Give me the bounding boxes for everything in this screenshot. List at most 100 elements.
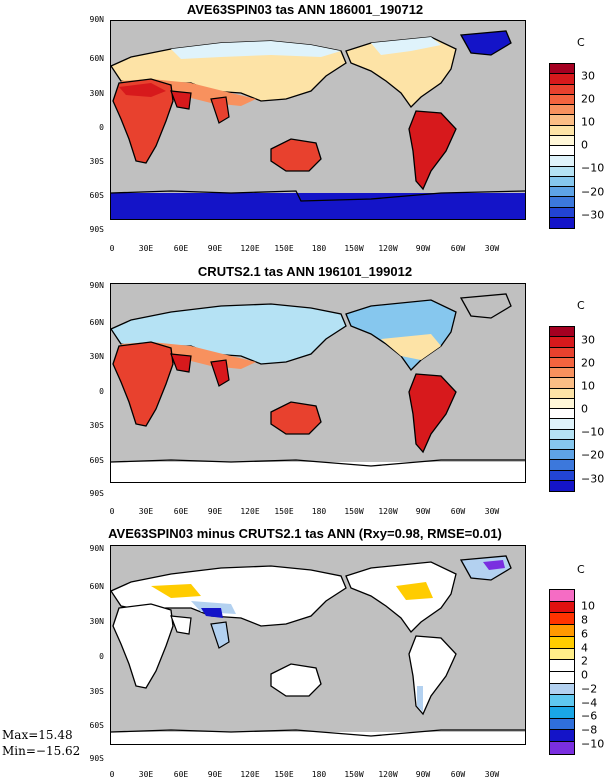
- colorbar-swatch: [550, 398, 574, 409]
- lon-label: 180: [311, 244, 327, 253]
- lon-label: 90E: [207, 770, 223, 779]
- colorbar-label: 10: [581, 379, 595, 393]
- lon-label: 30W: [484, 244, 500, 253]
- colorbar-swatch: [550, 347, 574, 358]
- colorbar-label: 4: [581, 641, 588, 655]
- lon-label: 180: [311, 507, 327, 516]
- lon-label: 60W: [450, 244, 466, 253]
- colorbar-label: −8: [581, 723, 598, 737]
- colorbar-swatch: [550, 470, 574, 481]
- colorbar-swatch: [550, 660, 574, 672]
- lon-label: 90W: [415, 770, 431, 779]
- colorbar-swatch: [550, 648, 574, 661]
- colorbar-swatch: [550, 718, 574, 731]
- lat-label: 60N: [89, 318, 104, 327]
- lat-label: 30N: [89, 617, 104, 626]
- panel-2-map: [110, 283, 526, 483]
- lat-label: 60S: [89, 721, 104, 730]
- panel-2-map-graphic: [111, 293, 525, 482]
- lat-label: 60S: [89, 191, 104, 200]
- lon-label: 60W: [450, 507, 466, 516]
- colorbar-swatch: [550, 357, 574, 368]
- colorbar-swatch: [550, 84, 574, 95]
- colorbar-swatch: [550, 74, 574, 85]
- lon-label: 30E: [138, 244, 154, 253]
- lat-label: 60S: [89, 456, 104, 465]
- lon-label: 120E: [240, 244, 260, 253]
- colorbar-swatch: [550, 388, 574, 399]
- colorbar-swatch: [550, 707, 574, 719]
- lon-label: 30E: [138, 770, 154, 779]
- lon-label: 0: [109, 507, 115, 516]
- panel-1-title: AVE63SPIN03 tas ANN 186001_190712: [186, 2, 424, 17]
- colorbar-swatch: [550, 671, 574, 684]
- colorbar-swatch: [550, 176, 574, 187]
- colorbar-swatch: [550, 146, 574, 157]
- lat-label: 60N: [89, 54, 104, 63]
- lat-label: 90N: [89, 544, 104, 553]
- colorbar-swatch: [550, 125, 574, 136]
- lat-label: 90S: [89, 225, 104, 234]
- colorbar-label: −10: [581, 161, 605, 175]
- panel-1-colorbar: [549, 63, 575, 229]
- lon-label: 60E: [173, 770, 189, 779]
- panel-3-title: AVE63SPIN03 minus CRUTS2.1 tas ANN (Rxy=…: [108, 526, 502, 541]
- lat-label: 30N: [89, 352, 104, 361]
- colorbar-swatch: [550, 625, 574, 637]
- colorbar-label: 10: [581, 115, 595, 129]
- colorbar-swatch: [550, 730, 574, 743]
- lat-label: 30N: [89, 89, 104, 98]
- min-value: Min=−15.62: [2, 744, 81, 758]
- colorbar-swatch: [550, 480, 574, 491]
- lat-label: 90S: [89, 489, 104, 498]
- colorbar-swatch: [550, 695, 574, 708]
- lat-label: 90N: [89, 281, 104, 290]
- lon-label: 30E: [138, 507, 154, 516]
- lon-label: 90W: [415, 507, 431, 516]
- panel-3-colorbar: [549, 589, 575, 755]
- colorbar-swatch: [550, 378, 574, 389]
- panel-1-map: [110, 20, 526, 220]
- colorbar-swatch: [550, 460, 574, 471]
- colorbar-swatch: [550, 94, 574, 105]
- lat-label: 30S: [89, 687, 104, 696]
- lon-label: 180: [311, 770, 327, 779]
- colorbar-swatch: [550, 742, 574, 754]
- colorbar-swatch: [550, 429, 574, 440]
- lat-label: 30S: [89, 157, 104, 166]
- lon-label: 0: [109, 244, 115, 253]
- lon-label: 30W: [484, 770, 500, 779]
- colorbar-swatch: [550, 64, 574, 75]
- lon-label: 150W: [344, 244, 364, 253]
- colorbar-label: 20: [581, 92, 595, 106]
- colorbar-swatch: [550, 207, 574, 218]
- lat-label: 30S: [89, 421, 104, 430]
- lon-label: 120W: [378, 770, 398, 779]
- panel-2-title: CRUTS2.1 tas ANN 196101_199012: [197, 264, 413, 279]
- colorbar-swatch: [550, 217, 574, 228]
- colorbar-swatch: [550, 450, 574, 461]
- colorbar-label: −4: [581, 696, 598, 710]
- colorbar-swatch: [550, 166, 574, 177]
- lon-label: 150E: [274, 770, 294, 779]
- lat-label: 0: [99, 123, 104, 132]
- lon-label: 90W: [415, 244, 431, 253]
- lon-label: 150W: [344, 770, 364, 779]
- colorbar-swatch: [550, 613, 574, 626]
- max-value: Max=15.48: [2, 728, 73, 742]
- colorbar-label: 10: [581, 599, 595, 613]
- lon-label: 120E: [240, 770, 260, 779]
- lon-label: 150E: [274, 244, 294, 253]
- colorbar-swatch: [550, 590, 574, 602]
- lon-label: 30W: [484, 507, 500, 516]
- colorbar-label: 20: [581, 356, 595, 370]
- lat-label: 60N: [89, 582, 104, 591]
- panel-2-units: C: [577, 299, 585, 312]
- colorbar-swatch: [550, 636, 574, 649]
- colorbar-swatch: [550, 683, 574, 696]
- panel-1-map-graphic: [111, 30, 525, 219]
- colorbar-swatch: [550, 419, 574, 430]
- lon-label: 0: [109, 770, 115, 779]
- lat-label: 90S: [89, 754, 104, 763]
- colorbar-swatch: [550, 439, 574, 450]
